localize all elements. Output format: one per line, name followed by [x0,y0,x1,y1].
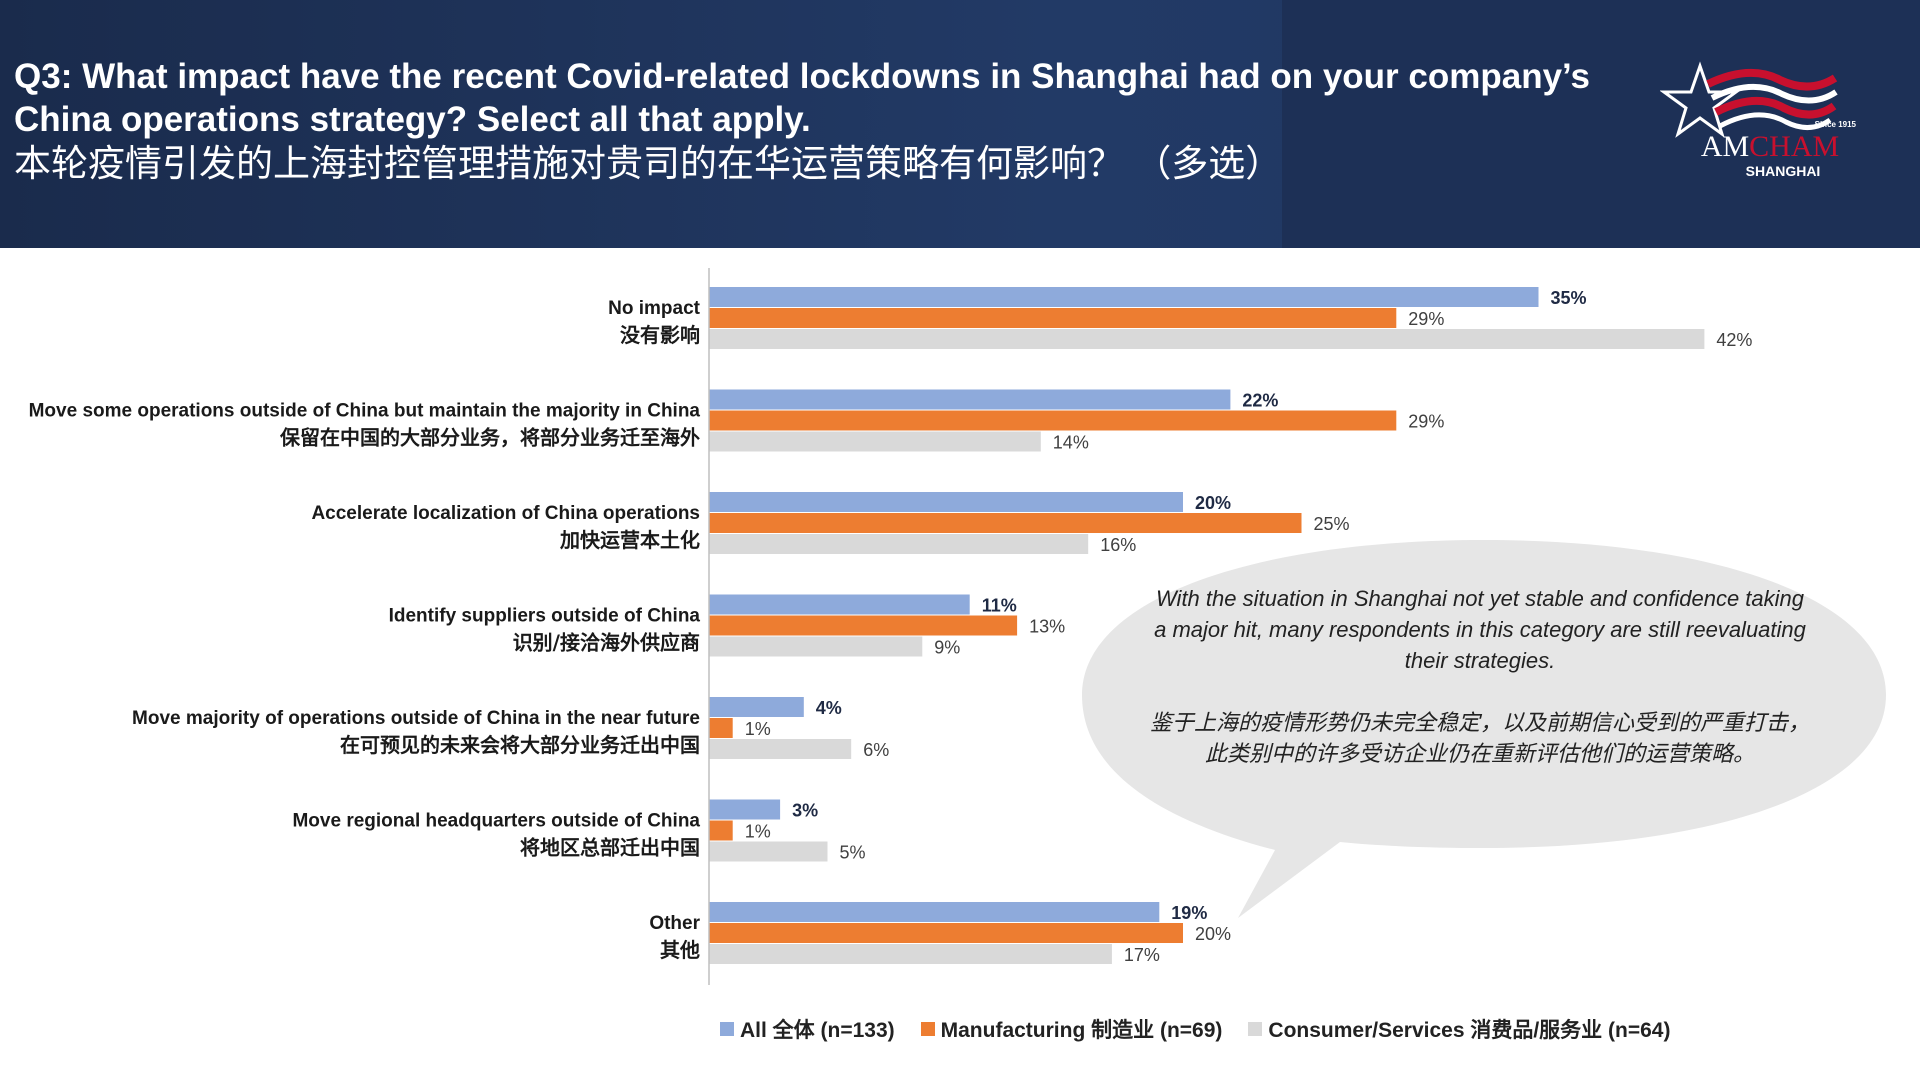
bar-all-6 [709,902,1160,922]
data-label-all-2: 20% [1195,493,1231,513]
category-label-en-1: Move some operations outside of China bu… [29,401,701,422]
category-label-en-6: Other [649,913,700,934]
logo-am: AM [1701,130,1749,163]
bar-chart: 35% 29% 42% 22% 29% 14% 20% 25% 16% 11% 13% 9% 4% 1% 6… [29,268,1886,985]
question-title-zh: 本轮疫情引发的上海封控管理措施对贵司的在华运营策略有何影响？ （多选） [14,143,1283,184]
logo-city: SHANGHAI [1746,163,1821,179]
header-right-panel [1282,0,1920,248]
bar-all-3 [709,594,970,615]
data-label-consumer-2: 16% [1100,535,1136,555]
data-label-manufacturing-4: 1% [745,719,771,739]
data-label-all-3: 11% [982,596,1017,616]
flag-stripe-2 [1710,83,1838,104]
data-label-consumer-5: 5% [840,843,866,863]
data-label-all-5: 3% [792,801,818,821]
data-label-manufacturing-5: 1% [745,822,771,842]
data-label-all-6: 19% [1171,903,1207,923]
logo-cham: CHAM [1749,130,1839,163]
data-label-manufacturing-1: 29% [1408,412,1444,432]
bar-all-4 [709,697,804,717]
category-labels: No impact 没有影响 Move some operations outsid… [29,298,701,962]
data-label-all-4: 4% [816,698,842,718]
legend-label-manufacturing: Manufacturing 制造业 (n=69) [940,1019,1223,1042]
legend-item-manufacturing: Manufacturing 制造业 (n=69) [920,1014,1223,1044]
legend-item-consumer: Consumer/Services 消费品/服务业 (n=64) [1248,1014,1670,1044]
category-label-zh-3: 识别/接洽海外供应商 [513,631,700,655]
bars-layer: 35% 29% 42% 22% 29% 14% 20% 25% 16% 11% 13% 9% 4% 1% 6… [709,287,1752,965]
data-label-manufacturing-3: 13% [1029,617,1065,637]
bar-manufacturing-4 [709,718,733,738]
data-label-manufacturing-2: 25% [1314,514,1350,534]
chart-legend: All 全体 (n=133) Manufacturing 制造业 (n=69) Co… [720,1014,1670,1044]
bar-consumer-6 [709,944,1112,964]
bar-all-2 [709,492,1183,512]
bar-consumer-2 [709,534,1089,554]
svg-text:AMCHAM: AMCHAM [1701,130,1839,163]
data-label-consumer-6: 17% [1124,945,1160,965]
bar-manufacturing-1 [709,410,1397,431]
bar-manufacturing-6 [709,923,1183,943]
category-label-en-4: Move majority of operations outside of C… [132,708,700,729]
data-label-manufacturing-0: 29% [1408,309,1444,329]
data-label-manufacturing-6: 20% [1195,924,1231,944]
bar-consumer-3 [709,636,923,657]
callout-text-en: With the situation in Shanghai not yet s… [1154,586,1806,673]
bar-consumer-5 [709,841,828,862]
question-title-en: Q3: What impact have the recent Covid-re… [14,57,1590,139]
legend-label-all: All 全体 (n=133) [740,1019,895,1042]
bar-manufacturing-2 [709,513,1302,533]
category-label-zh-6: 其他 [660,938,700,962]
category-label-en-5: Move regional headquarters outside of Ch… [292,811,700,832]
bar-all-0 [709,287,1539,307]
category-label-zh-2: 加快运营本土化 [559,528,700,552]
category-label-zh-1: 保留在中国的大部分业务，将部分业务迁至海外 [279,426,700,450]
category-label-zh-4: 在可预见的未来会将大部分业务迁出中国 [340,733,700,757]
data-label-consumer-0: 42% [1716,330,1752,350]
category-label-zh-0: 没有影响 [620,323,700,347]
data-label-consumer-4: 6% [863,740,889,760]
amcham-logo: Since 1915 AMCHAM SHANGHAI [1660,61,1857,179]
logo-since: Since 1915 [1815,120,1857,129]
header-banner: Q3: What impact have the recent Covid-re… [0,0,1920,248]
bar-manufacturing-3 [709,615,1018,636]
legend-label-consumer: Consumer/Services 消费品/服务业 (n=64) [1268,1019,1671,1042]
legend-swatch-consumer [1248,1022,1263,1036]
flag-stripe-1 [1706,68,1838,91]
bar-consumer-4 [709,739,852,759]
bar-consumer-0 [709,329,1705,349]
bar-all-5 [709,799,781,820]
category-label-en-3: Identify suppliers outside of China [389,606,701,627]
bar-manufacturing-5 [709,820,733,841]
legend-item-all: All 全体 (n=133) [720,1014,895,1044]
data-label-all-1: 22% [1242,391,1278,411]
bar-consumer-1 [709,431,1041,452]
flag-stripe-3 [1714,96,1837,119]
callout-text: With the situation in Shanghai not yet s… [1150,583,1810,769]
bar-all-1 [709,389,1231,410]
data-label-consumer-3: 9% [934,638,960,658]
data-label-all-0: 35% [1551,288,1587,308]
bar-manufacturing-0 [709,308,1397,328]
callout-text-zh: 鉴于上海的疫情形势仍未完全稳定，以及前期信心受到的严重打击，此类别中的许多受访企… [1150,710,1811,766]
callout-bubble [1082,540,1886,918]
category-label-en-0: No impact [608,298,701,319]
data-label-consumer-1: 14% [1053,433,1089,453]
category-label-en-2: Accelerate localization of China operati… [311,503,700,524]
flag-stripe-4 [1718,112,1832,130]
legend-swatch-manufacturing [920,1022,935,1036]
legend-swatch-all [720,1022,734,1036]
category-label-zh-5: 将地区总部迁出中国 [520,836,700,860]
